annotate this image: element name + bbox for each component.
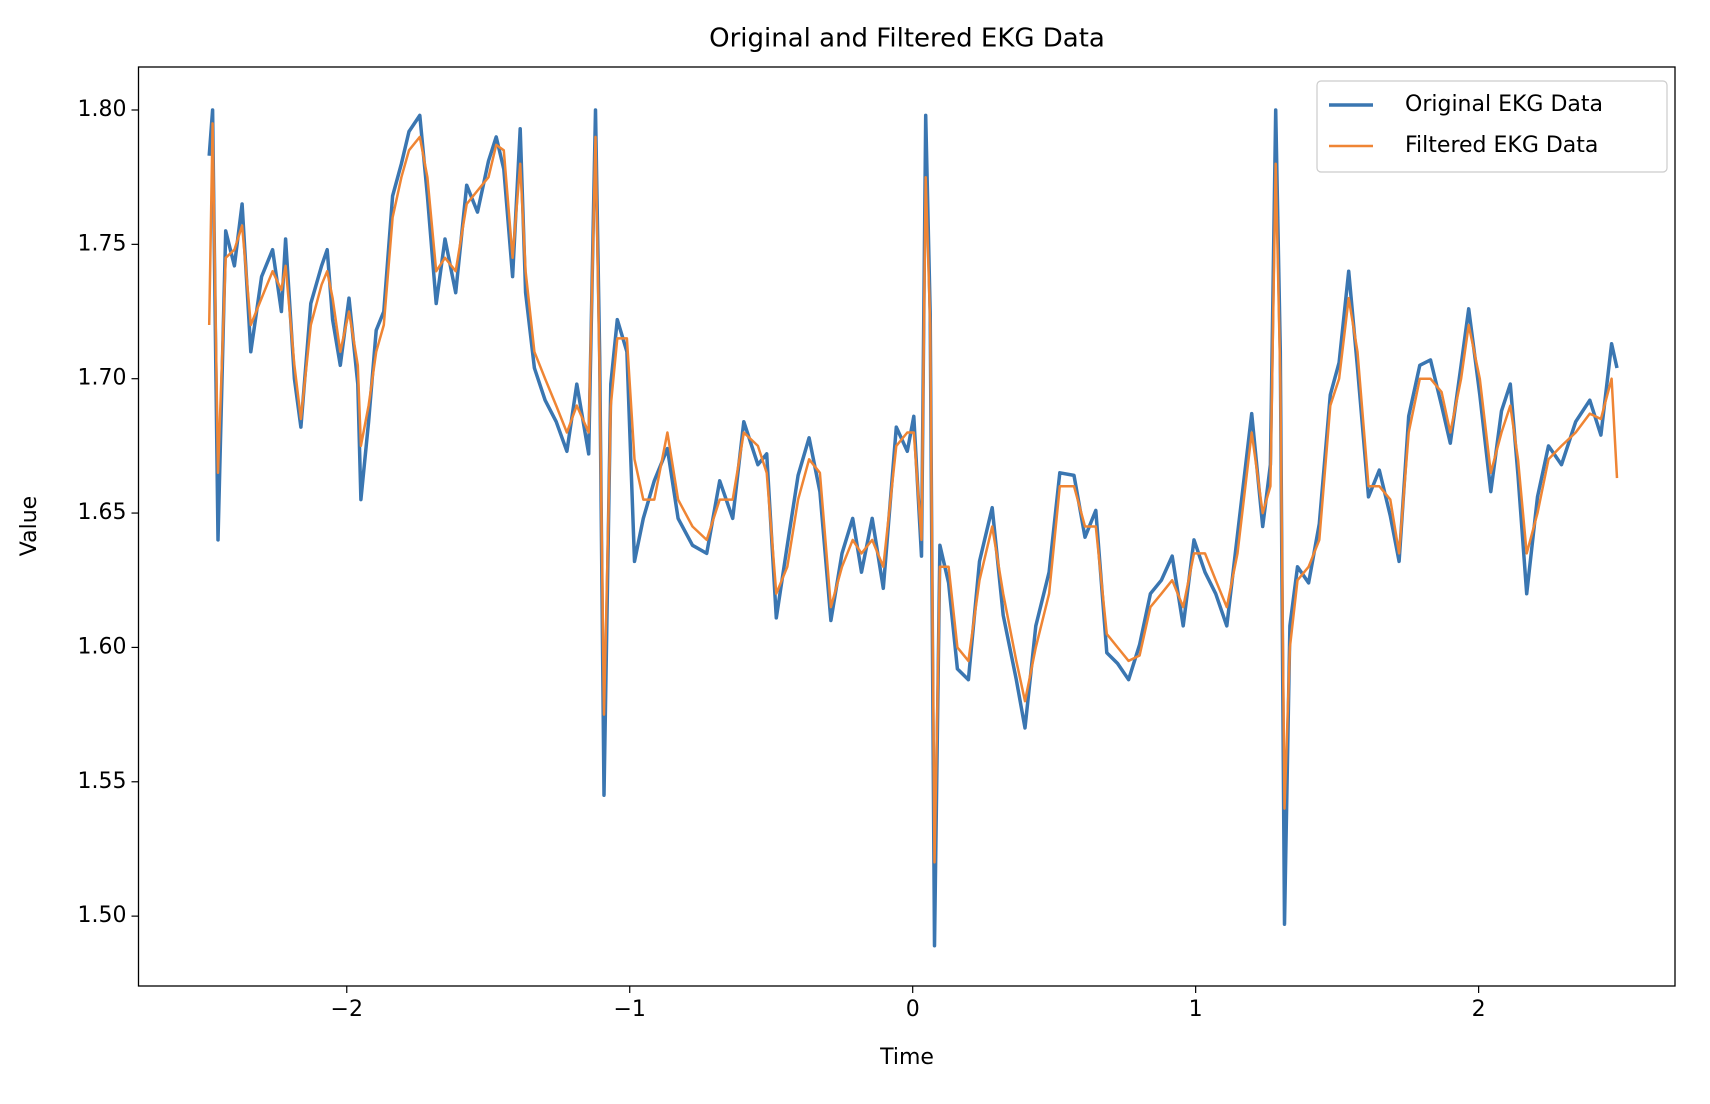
chart-title: Original and Filtered EKG Data (709, 24, 1105, 54)
legend-label: Original EKG Data (1405, 92, 1603, 117)
x-tick-label: −1 (614, 997, 646, 1022)
x-axis-label: Time (879, 1045, 934, 1070)
x-tick-label: 0 (906, 997, 920, 1022)
series-line (207, 108, 1619, 948)
legend-label: Filtered EKG Data (1405, 133, 1598, 158)
y-tick-label: 1.80 (78, 97, 127, 122)
y-axis-label: Value (17, 496, 42, 556)
y-tick-label: 1.70 (78, 366, 127, 391)
plot-frame (137, 66, 1676, 987)
x-tick-label: 1 (1189, 997, 1203, 1022)
y-tick-label: 1.65 (78, 500, 127, 525)
y-tick-label: 1.75 (78, 231, 127, 256)
series-line (207, 122, 1619, 864)
x-tick-label: −2 (331, 997, 363, 1022)
y-tick-label: 1.50 (78, 903, 127, 928)
legend-box (1316, 80, 1668, 173)
y-tick-label: 1.55 (78, 769, 127, 794)
x-tick-label: 2 (1472, 997, 1486, 1022)
y-tick-label: 1.60 (78, 634, 127, 659)
